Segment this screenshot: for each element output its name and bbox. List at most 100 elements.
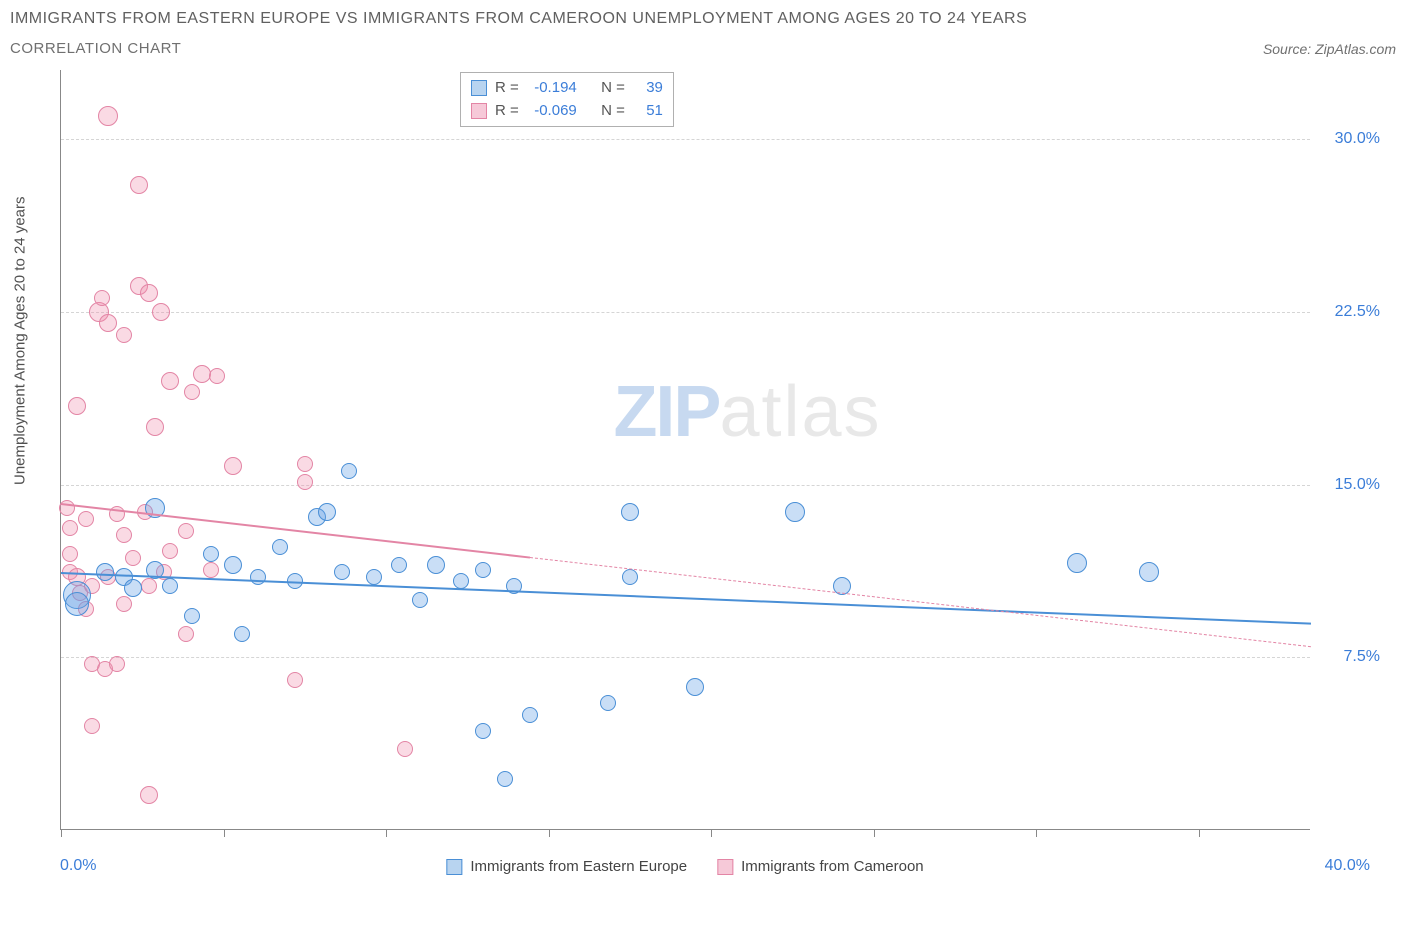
scatter-point [65, 592, 89, 616]
scatter-point [412, 592, 428, 608]
scatter-point [116, 596, 132, 612]
x-axis-min-label: 0.0% [60, 857, 96, 875]
scatter-point [59, 500, 75, 516]
source-name: ZipAtlas.com [1315, 41, 1396, 57]
scatter-point [334, 564, 350, 580]
scatter-point [193, 365, 211, 383]
scatter-point [109, 656, 125, 672]
scatter-point [184, 384, 200, 400]
legend-label: Immigrants from Cameroon [741, 858, 924, 875]
y-tick-label: 22.5% [1320, 303, 1380, 321]
x-tick [1036, 829, 1037, 837]
source-label: Source: [1263, 41, 1311, 57]
scatter-point [366, 569, 382, 585]
scatter-point [686, 678, 704, 696]
scatter-point [125, 550, 141, 566]
series-swatch [471, 80, 487, 96]
scatter-point [622, 569, 638, 585]
x-tick [224, 829, 225, 837]
gridline [61, 312, 1310, 313]
trend-line-extension [530, 557, 1311, 647]
legend-item: Immigrants from Eastern Europe [446, 858, 687, 875]
stat-n-value: 39 [633, 77, 663, 100]
scatter-point [250, 569, 266, 585]
scatter-point [140, 786, 158, 804]
scatter-point [78, 511, 94, 527]
scatter-point [224, 556, 242, 574]
x-tick [874, 829, 875, 837]
scatter-point [68, 397, 86, 415]
series-swatch [471, 103, 487, 119]
scatter-point [224, 457, 242, 475]
legend-label: Immigrants from Eastern Europe [470, 858, 687, 875]
chart-title: IMMIGRANTS FROM EASTERN EUROPE VS IMMIGR… [10, 10, 1396, 28]
scatter-point [96, 563, 114, 581]
scatter-point [178, 626, 194, 642]
gridline [61, 657, 1310, 658]
scatter-point [341, 463, 357, 479]
scatter-point [146, 418, 164, 436]
source-attribution: Source: ZipAtlas.com [1263, 41, 1396, 57]
stats-row: R = -0.194 N = 39 [471, 77, 663, 100]
scatter-point [391, 557, 407, 573]
chart-area: Unemployment Among Ages 20 to 24 years 7… [10, 65, 1396, 885]
scatter-point [162, 543, 178, 559]
scatter-point [1139, 562, 1159, 582]
scatter-point [297, 456, 313, 472]
scatter-point [234, 626, 250, 642]
x-tick [711, 829, 712, 837]
gridline [61, 485, 1310, 486]
scatter-point [178, 523, 194, 539]
y-axis-label: Unemployment Among Ages 20 to 24 years [12, 465, 29, 485]
stats-legend-box: R = -0.194 N = 39R =-0.069 N =51 [460, 72, 674, 127]
legend-item: Immigrants from Cameroon [717, 858, 924, 875]
x-tick [1199, 829, 1200, 837]
stats-row: R =-0.069 N =51 [471, 100, 663, 123]
scatter-point [98, 106, 118, 126]
scatter-point [141, 578, 157, 594]
x-axis-max-label: 40.0% [1325, 857, 1370, 875]
scatter-point [475, 562, 491, 578]
scatter-point [140, 284, 158, 302]
scatter-point [397, 741, 413, 757]
scatter-point [475, 723, 491, 739]
scatter-point [785, 502, 805, 522]
scatter-point [62, 546, 78, 562]
scatter-point [184, 608, 200, 624]
scatter-point [318, 503, 336, 521]
stat-r-value: -0.194 [527, 77, 577, 100]
scatter-point [209, 368, 225, 384]
scatter-point [522, 707, 538, 723]
scatter-point [162, 578, 178, 594]
scatter-point [62, 520, 78, 536]
scatter-point [99, 314, 117, 332]
scatter-point [427, 556, 445, 574]
legend-swatch [446, 859, 462, 875]
scatter-point [84, 718, 100, 734]
scatter-point [116, 327, 132, 343]
x-tick [549, 829, 550, 837]
scatter-point [600, 695, 616, 711]
scatter-point [453, 573, 469, 589]
scatter-point [161, 372, 179, 390]
scatter-point [497, 771, 513, 787]
x-tick [386, 829, 387, 837]
scatter-point [124, 579, 142, 597]
scatter-point [152, 303, 170, 321]
stat-n-label: N = [601, 100, 625, 123]
stat-r-label: R = [495, 77, 519, 100]
scatter-point [287, 672, 303, 688]
scatter-point [130, 176, 148, 194]
stat-r-value: -0.069 [527, 100, 577, 123]
legend-swatch [717, 859, 733, 875]
plot-region: 7.5%15.0%22.5%30.0% ZIPatlas R =-0.194 N… [60, 70, 1310, 830]
gridline [61, 139, 1310, 140]
scatter-point [272, 539, 288, 555]
x-tick [61, 829, 62, 837]
y-tick-label: 7.5% [1320, 648, 1380, 666]
scatter-point [1067, 553, 1087, 573]
scatter-point [203, 546, 219, 562]
stat-n-label: N = [601, 77, 625, 100]
chart-subtitle: CORRELATION CHART [10, 40, 181, 57]
trend-line [61, 572, 1311, 625]
